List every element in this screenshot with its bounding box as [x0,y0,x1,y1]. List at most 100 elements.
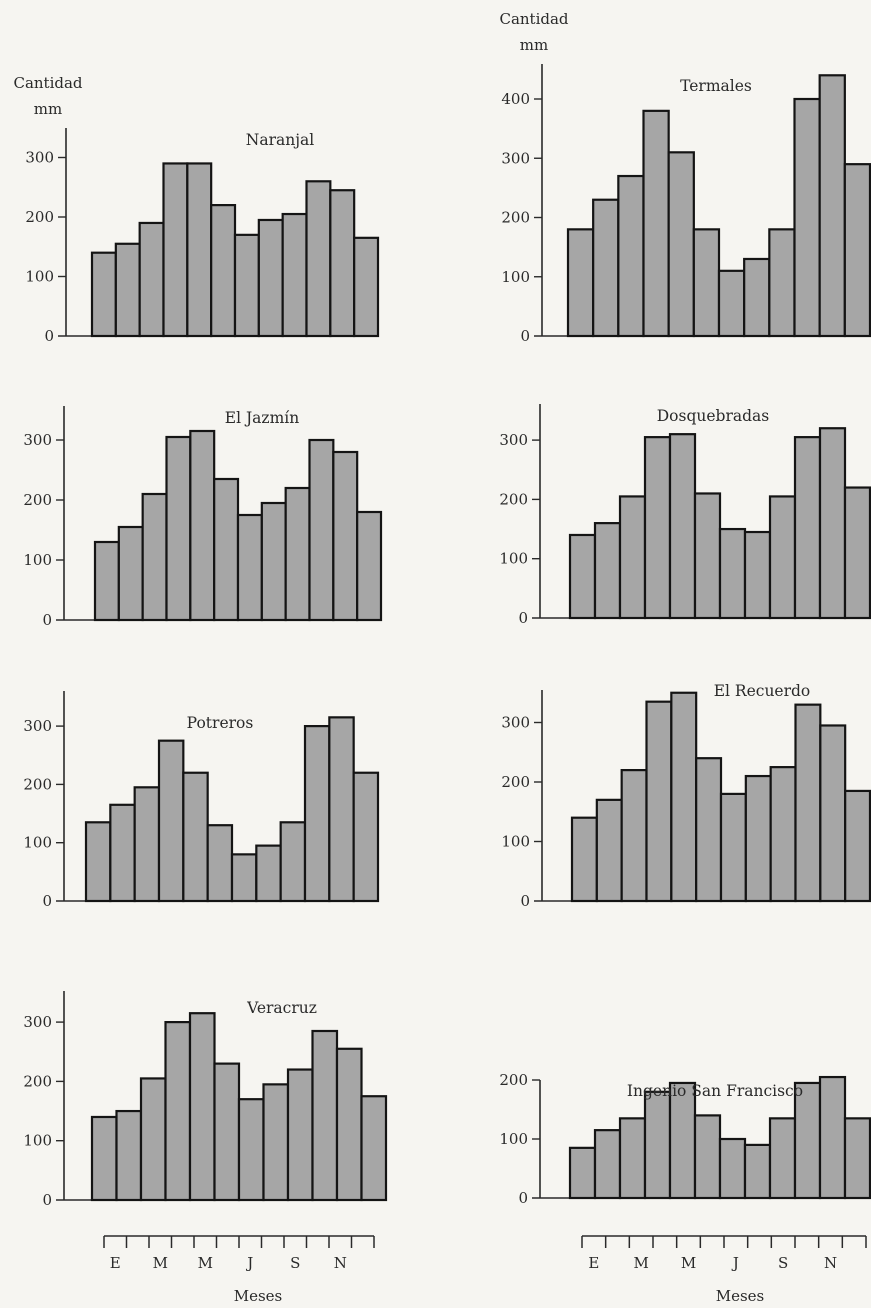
bar-3 [618,495,647,620]
chart-2: 0 100 200 300 400 Termales [501,64,871,345]
bar-6 [213,1062,241,1202]
bar-2 [117,525,144,622]
bar-8 [743,530,772,620]
month-label: M [153,1254,168,1272]
bar-12 [356,510,383,622]
bar-12 [353,236,380,338]
chart-4: 0 100 200 300 Dosquebradas [499,404,871,627]
bar-5 [667,151,695,338]
y-axis-title-line2: mm [33,100,63,118]
y-tick-label: 100 [23,551,52,569]
y-axis-title-left: Cantidad mm [6,70,90,122]
bar-3 [139,1077,167,1202]
month-label: M [681,1254,696,1272]
bar-4 [162,162,189,338]
chart-title: El Recuerdo [714,682,811,700]
bar-8 [257,218,284,338]
bar-6 [693,492,722,620]
month-label: N [334,1254,347,1272]
bar-4 [157,739,185,903]
month-label: M [633,1254,648,1272]
bar-10 [308,438,335,622]
y-tick-label: 0 [42,892,52,910]
bar-8 [744,774,772,903]
chart-5: 0 100 200 300 Potreros [23,691,380,910]
bar-11 [819,724,847,903]
bar-11 [818,74,846,338]
bar-7 [236,513,263,622]
bar-9 [768,1117,797,1200]
bar-2 [115,1109,143,1202]
y-tick-label: 0 [520,327,530,345]
y-tick-label: 300 [25,149,54,167]
bar-1 [568,533,597,620]
bar-12 [352,771,380,903]
bar-1 [90,1115,118,1202]
chart-title: El Jazmín [225,409,299,427]
bar-12 [360,1095,388,1202]
bar-9 [768,495,797,620]
month-label: M [198,1254,213,1272]
bar-5 [670,691,698,903]
bar-1 [90,251,117,338]
bar-7 [717,269,746,338]
chart-7: 0 100 200 300 Veracruz [23,991,388,1209]
bar-10 [793,97,821,338]
month-label: S [290,1254,300,1272]
bar-3 [620,768,648,903]
y-axis-title-line1: Cantidad [499,10,569,28]
bar-11 [328,716,355,903]
bar-10 [793,436,822,620]
month-axis-2: E M M J S N Meses [581,1235,867,1305]
bar-2 [109,803,136,903]
chart-3: 0 100 200 300 El Jazmín [23,406,383,629]
bar-1 [84,821,112,903]
y-tick-label: 100 [501,833,530,851]
bar-6 [206,824,234,903]
bar-5 [189,429,216,622]
bar-7 [718,527,747,620]
y-tick-label: 300 [501,149,530,167]
y-tick-label: 0 [518,1189,528,1207]
bar-7 [719,792,747,903]
bar-11 [818,427,847,620]
bar-12 [843,1117,871,1200]
bar-1 [93,540,120,622]
bar-6 [693,1114,722,1200]
x-axis-title: Meses [234,1287,283,1305]
bar-9 [769,766,797,903]
chart-title: Termales [680,77,752,95]
bar-8 [255,844,282,903]
chart-title: Naranjal [246,131,314,149]
bar-2 [592,198,620,338]
bar-12 [843,163,871,338]
y-tick-label: 300 [499,431,528,449]
bar-11 [332,450,359,622]
bar-1 [568,1146,597,1200]
bar-9 [279,821,307,903]
bar-3 [133,786,161,903]
bar-12 [844,789,871,903]
y-tick-label: 100 [23,834,52,852]
y-tick-label: 100 [499,1130,528,1148]
y-tick-label: 300 [23,717,52,735]
chart-title: Potreros [187,714,254,732]
y-tick-label: 200 [499,490,528,508]
chart-title: Veracruz [246,999,317,1017]
bar-6 [695,757,723,903]
bar-6 [210,204,237,338]
bar-4 [645,700,673,903]
bar-7 [233,233,260,338]
bar-6 [213,477,240,622]
bar-9 [286,1068,314,1202]
month-label: J [731,1254,739,1272]
y-tick-label: 100 [23,1132,52,1150]
y-tick-label: 300 [23,1013,52,1031]
y-tick-label: 300 [23,431,52,449]
month-axis-1: E M M J S N Meses [103,1235,375,1305]
y-axis-title-line2: mm [519,36,549,54]
month-label: S [778,1254,788,1272]
bar-10 [303,724,331,903]
month-label: J [245,1254,253,1272]
